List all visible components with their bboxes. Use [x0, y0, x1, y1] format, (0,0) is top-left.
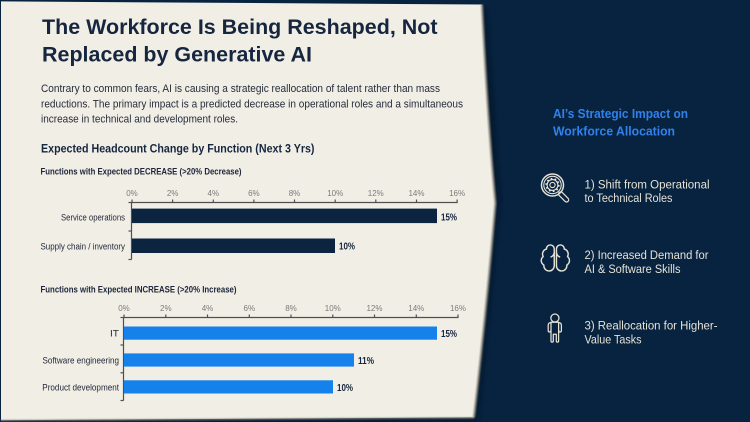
svg-text:Value Tasks: Value Tasks: [585, 333, 642, 347]
svg-text:0%: 0%: [126, 189, 138, 198]
svg-text:16%: 16%: [449, 189, 465, 198]
svg-text:10%: 10%: [339, 242, 355, 253]
svg-text:Product development: Product development: [42, 383, 119, 393]
svg-text:10%: 10%: [327, 189, 343, 198]
svg-text:6%: 6%: [244, 304, 256, 313]
svg-text:10%: 10%: [337, 383, 353, 394]
svg-text:15%: 15%: [441, 213, 457, 224]
svg-text:AI’s Strategic Impact on: AI’s Strategic Impact on: [553, 106, 688, 121]
svg-text:14%: 14%: [408, 304, 424, 313]
svg-text:12%: 12%: [368, 189, 384, 198]
svg-text:Supply chain / inventory: Supply chain / inventory: [41, 241, 126, 251]
svg-text:reductions. The primary impact: reductions. The primary impact is a pred…: [41, 98, 464, 110]
svg-text:increase in technical and deve: increase in technical and development ro…: [41, 114, 238, 126]
svg-text:0%: 0%: [118, 304, 130, 313]
svg-text:16%: 16%: [450, 304, 466, 313]
svg-text:2%: 2%: [167, 189, 179, 198]
svg-text:2%: 2%: [160, 304, 172, 313]
svg-text:IT: IT: [110, 329, 120, 339]
svg-text:8%: 8%: [285, 304, 297, 313]
svg-text:6%: 6%: [248, 189, 260, 198]
svg-text:4%: 4%: [208, 189, 220, 198]
svg-text:4%: 4%: [202, 304, 214, 313]
svg-text:to Technical Roles: to Technical Roles: [585, 191, 673, 205]
svg-text:11%: 11%: [358, 356, 374, 367]
svg-text:Workforce Allocation: Workforce Allocation: [553, 124, 675, 139]
svg-text:12%: 12%: [366, 304, 382, 313]
svg-text:AI & Software Skills: AI & Software Skills: [585, 262, 681, 276]
svg-text:3) Reallocation for Higher-: 3) Reallocation for Higher-: [585, 319, 718, 333]
svg-text:15%: 15%: [441, 329, 457, 340]
svg-text:1) Shift from Operational: 1) Shift from Operational: [585, 177, 710, 191]
svg-text:Functions with Expected INCREA: Functions with Expected INCREASE (>20% I…: [41, 284, 237, 295]
svg-text:14%: 14%: [408, 189, 424, 198]
svg-text:Software engineering: Software engineering: [43, 356, 120, 366]
svg-text:8%: 8%: [289, 189, 301, 198]
svg-text:10%: 10%: [325, 304, 341, 313]
svg-text:Service operations: Service operations: [61, 212, 126, 222]
svg-text:The Workforce Is Being Reshape: The Workforce Is Being Reshaped, Not: [42, 15, 438, 39]
svg-text:Replaced by Generative AI: Replaced by Generative AI: [42, 42, 312, 66]
svg-text:2) Increased Demand for: 2) Increased Demand for: [585, 248, 709, 262]
svg-text:Contrary to common fears, AI i: Contrary to common fears, AI is causing …: [41, 83, 441, 95]
svg-text:Functions with Expected DECREA: Functions with Expected DECREASE (>20% D…: [41, 167, 242, 178]
svg-text:Expected Headcount Change by F: Expected Headcount Change by Function (N…: [41, 142, 315, 155]
